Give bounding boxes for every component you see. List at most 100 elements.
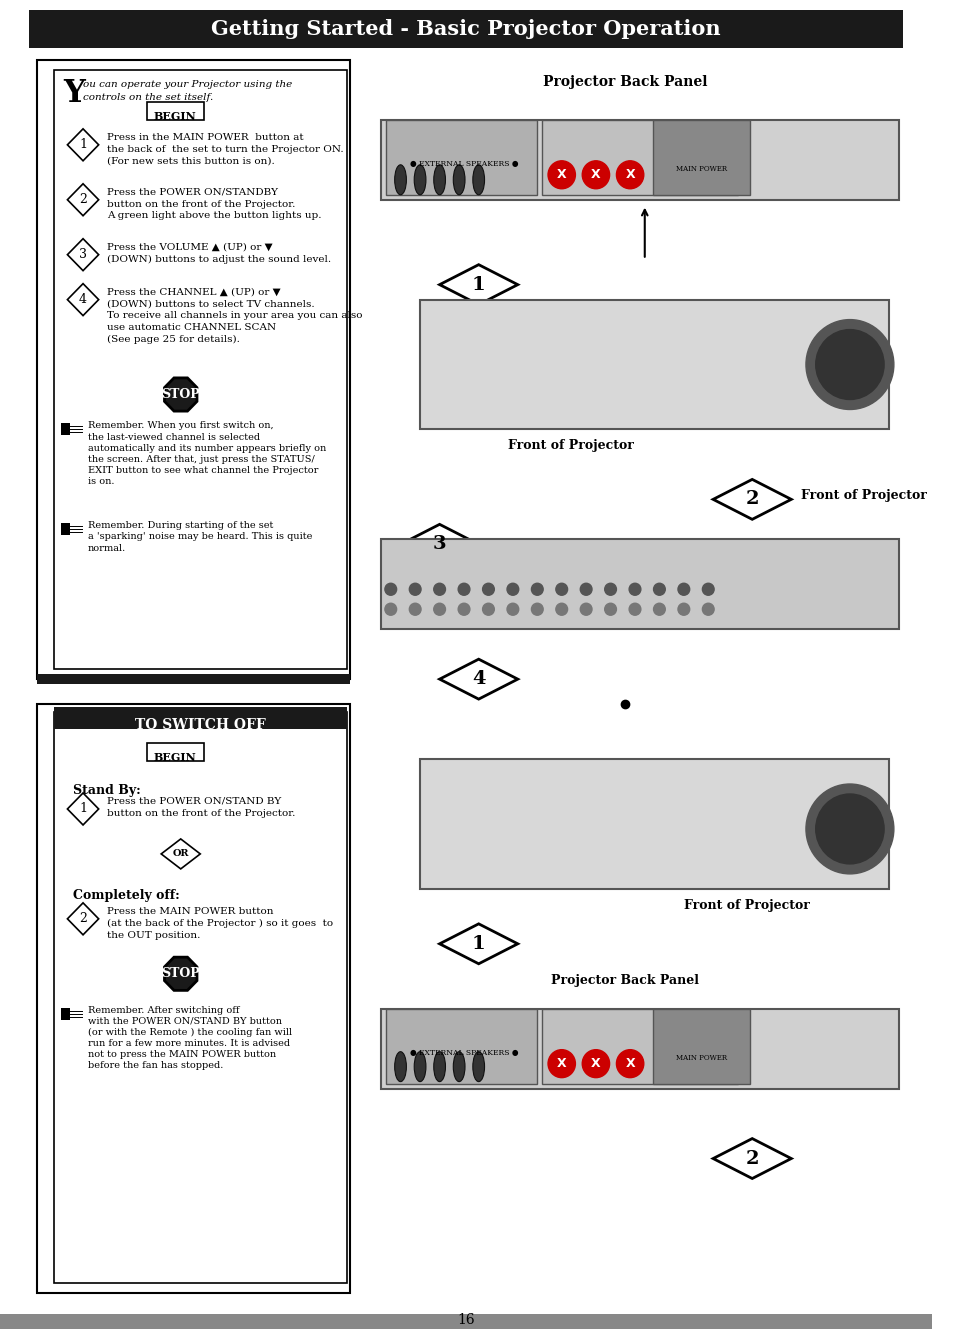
Text: TO SWITCH OFF: TO SWITCH OFF: [134, 719, 265, 732]
Circle shape: [628, 583, 640, 595]
Circle shape: [384, 603, 396, 615]
Ellipse shape: [414, 165, 425, 194]
Ellipse shape: [453, 1051, 464, 1082]
Circle shape: [409, 583, 420, 595]
Text: 16: 16: [456, 1314, 475, 1327]
Text: Front of Projector: Front of Projector: [683, 898, 809, 912]
Circle shape: [434, 603, 445, 615]
Bar: [652, 120, 749, 194]
Polygon shape: [68, 902, 98, 934]
Polygon shape: [713, 1138, 790, 1178]
Text: X: X: [624, 1057, 635, 1070]
Text: X: X: [557, 168, 566, 181]
Circle shape: [482, 583, 494, 595]
Text: 3: 3: [433, 535, 446, 554]
FancyBboxPatch shape: [380, 120, 898, 200]
Bar: [541, 120, 737, 194]
Text: Getting Started - Basic Projector Operation: Getting Started - Basic Projector Operat…: [211, 19, 720, 39]
FancyBboxPatch shape: [380, 539, 898, 630]
Text: controls on the set itself.: controls on the set itself.: [83, 93, 213, 102]
Circle shape: [815, 795, 883, 864]
Text: 2: 2: [79, 193, 87, 206]
Circle shape: [556, 603, 567, 615]
Circle shape: [506, 603, 518, 615]
Text: Press the POWER ON/STANDBY
button on the front of the Projector.
A green light a: Press the POWER ON/STANDBY button on the…: [108, 188, 321, 221]
Text: Press the MAIN POWER button
(at the back of the Projector ) so it goes  to
the O: Press the MAIN POWER button (at the back…: [108, 906, 334, 940]
Polygon shape: [68, 284, 98, 315]
Text: STOP: STOP: [161, 389, 200, 401]
Text: X: X: [591, 1057, 600, 1070]
Polygon shape: [439, 659, 517, 699]
Bar: [53, 707, 347, 729]
Text: Remember. After switching off
with the POWER ON/STAND BY button
(or with the Rem: Remember. After switching off with the P…: [88, 1006, 292, 1070]
FancyBboxPatch shape: [53, 71, 347, 669]
Ellipse shape: [453, 165, 464, 194]
Polygon shape: [439, 924, 517, 964]
Circle shape: [506, 583, 518, 595]
Circle shape: [805, 319, 893, 410]
Text: Projector Back Panel: Projector Back Panel: [542, 75, 707, 89]
Text: X: X: [557, 1057, 566, 1070]
Text: Completely off:: Completely off:: [73, 889, 180, 902]
Circle shape: [653, 583, 664, 595]
Circle shape: [547, 161, 575, 189]
Bar: [60, 1008, 71, 1020]
Polygon shape: [400, 524, 478, 564]
Text: Projector Back Panel: Projector Back Panel: [551, 974, 699, 986]
Circle shape: [701, 603, 714, 615]
Text: ou can operate your Projector using the: ou can operate your Projector using the: [83, 80, 292, 89]
Circle shape: [409, 603, 420, 615]
Text: 4: 4: [79, 293, 87, 306]
FancyBboxPatch shape: [30, 11, 902, 48]
Text: ● EXTERNAL SPEAKERS ●: ● EXTERNAL SPEAKERS ●: [410, 1049, 517, 1057]
Text: X: X: [624, 168, 635, 181]
Text: Front of Projector: Front of Projector: [801, 490, 926, 502]
Circle shape: [482, 603, 494, 615]
Polygon shape: [161, 839, 200, 869]
Circle shape: [531, 583, 542, 595]
Polygon shape: [68, 793, 98, 825]
Polygon shape: [68, 129, 98, 161]
FancyBboxPatch shape: [37, 60, 350, 679]
Text: 2: 2: [79, 912, 87, 925]
Polygon shape: [439, 265, 517, 305]
Polygon shape: [68, 238, 98, 270]
Circle shape: [581, 1050, 609, 1078]
Circle shape: [616, 1050, 643, 1078]
Bar: [385, 120, 537, 194]
Circle shape: [579, 583, 592, 595]
Text: Remember. When you first switch on,
the last-viewed channel is selected
automati: Remember. When you first switch on, the …: [88, 422, 326, 486]
Text: BEGIN: BEGIN: [153, 110, 196, 122]
FancyBboxPatch shape: [147, 743, 204, 761]
Text: 1: 1: [472, 934, 485, 953]
Text: ● EXTERNAL SPEAKERS ●: ● EXTERNAL SPEAKERS ●: [410, 160, 517, 168]
Circle shape: [547, 1050, 575, 1078]
Text: 1: 1: [79, 803, 87, 816]
Text: Press in the MAIN POWER  button at
the back of  the set to turn the Projector ON: Press in the MAIN POWER button at the ba…: [108, 133, 344, 165]
Circle shape: [701, 583, 714, 595]
Ellipse shape: [473, 1051, 484, 1082]
Circle shape: [616, 161, 643, 189]
Text: BEGIN: BEGIN: [153, 752, 196, 763]
Circle shape: [815, 330, 883, 399]
Text: Y: Y: [64, 79, 85, 109]
Circle shape: [604, 603, 616, 615]
Circle shape: [434, 583, 445, 595]
Circle shape: [531, 603, 542, 615]
FancyBboxPatch shape: [147, 102, 204, 120]
Circle shape: [384, 583, 396, 595]
Circle shape: [556, 583, 567, 595]
Text: OR: OR: [172, 849, 189, 858]
FancyBboxPatch shape: [419, 759, 888, 889]
FancyBboxPatch shape: [37, 704, 350, 1294]
Text: 1: 1: [79, 138, 87, 152]
Circle shape: [579, 603, 592, 615]
Ellipse shape: [395, 1051, 406, 1082]
Bar: [60, 423, 71, 435]
Text: Press the POWER ON/STAND BY
button on the front of the Projector.: Press the POWER ON/STAND BY button on th…: [108, 797, 295, 817]
FancyBboxPatch shape: [380, 1009, 898, 1089]
Circle shape: [604, 583, 616, 595]
Polygon shape: [164, 378, 196, 411]
Circle shape: [457, 603, 470, 615]
Bar: [0, 1314, 931, 1330]
